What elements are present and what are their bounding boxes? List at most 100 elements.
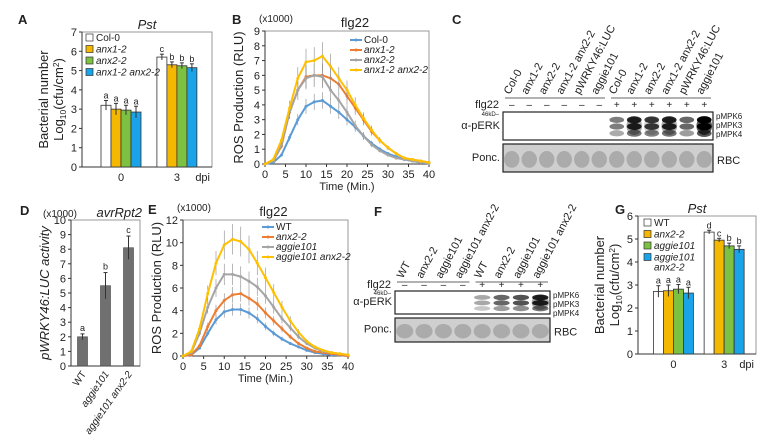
x-tick-label: 0 [262, 169, 268, 181]
data-point [346, 353, 350, 357]
panel-letter-F: F [374, 204, 382, 219]
data-point [305, 339, 309, 343]
x-tick-label: 5 [201, 361, 207, 373]
data-point [361, 134, 365, 138]
y-tick-label: 6 [627, 211, 633, 223]
band-pMPK4 [661, 129, 677, 137]
significance-letter: a [123, 95, 128, 105]
legend-label: WT [276, 222, 292, 233]
treatment-sign: + [649, 100, 655, 111]
y-tick-label: 3 [60, 317, 66, 329]
data-point [264, 294, 267, 298]
loading-label: Ponc. [472, 152, 500, 164]
data-point [264, 325, 267, 329]
data-point [402, 156, 406, 160]
data-point [239, 308, 243, 312]
legend-item: anx1-2 [350, 45, 395, 56]
band-saturated [661, 117, 678, 135]
ponceau-band [415, 324, 433, 339]
data-point [214, 309, 218, 313]
y-tick-label: 5 [627, 234, 633, 246]
chart-title: Pst [688, 201, 708, 216]
data-point [378, 138, 382, 142]
y-axis-label: Bacterial number [592, 235, 607, 334]
band-pMPK4 [512, 305, 530, 312]
band-pMPK3 [532, 300, 549, 306]
band-pMPK4 [644, 129, 660, 137]
data-point [419, 159, 423, 163]
x-tick-label: 40 [423, 169, 435, 181]
ponceau-band [473, 324, 491, 339]
x-tick-label: 25 [361, 169, 373, 181]
chart-E: 0 2 4 6 8 10 12 0 5 10 15 20 25 30 35 40 flg22 (x1000) Tim… [149, 203, 354, 385]
ponceau-band [504, 151, 520, 168]
series-aggie101 [181, 263, 350, 358]
treatment-sign: + [684, 100, 690, 111]
data-point [247, 311, 251, 315]
data-point [280, 305, 284, 309]
legend-swatch [643, 218, 652, 227]
band-label: pMPK6 [553, 291, 580, 300]
data-point [279, 138, 283, 142]
legend-label: anx2-2 [654, 263, 685, 274]
bar [100, 104, 112, 168]
lane-label: WT [395, 259, 414, 280]
ponceau-band [574, 151, 590, 168]
legend-item: WT [262, 222, 292, 233]
chart-title: flg22 [259, 204, 287, 219]
data-point [288, 106, 292, 110]
legend-item: Col-0 [85, 33, 120, 44]
data-point [264, 311, 267, 315]
legend-item: anx1-2 anx2-2 [85, 68, 160, 79]
y-tick-label: 2 [71, 123, 77, 135]
loading-band-label: RBC [554, 326, 577, 338]
y-tick-label: 7 [71, 27, 77, 39]
treatment-sign: – [509, 100, 515, 111]
bar [723, 245, 735, 355]
y-tick-label: 6 [60, 273, 66, 285]
data-point [272, 291, 276, 295]
significance-letter: a [666, 275, 671, 285]
y-tick-label: 0 [627, 349, 633, 361]
band-pMPK6 [512, 294, 530, 301]
legend-swatch [85, 56, 94, 65]
data-point [394, 156, 398, 160]
data-point [312, 100, 316, 104]
ponceau-band [679, 151, 695, 168]
x-axis-label: Time (Min.) [319, 181, 374, 193]
band-pMPK3 [679, 123, 695, 130]
data-point [313, 345, 317, 349]
size-marker: 46kD– [374, 291, 392, 297]
loading-band-label: RBC [717, 155, 740, 167]
y-tick-label: 9 [60, 230, 66, 242]
x-tick-label: 20 [259, 361, 271, 373]
x-tick-label: 0 [180, 361, 186, 373]
treatment-sign: + [537, 280, 543, 291]
label-part: ) [607, 244, 622, 248]
data-point [272, 319, 276, 323]
data-point [305, 346, 309, 350]
data-point [296, 76, 300, 80]
band-saturated [696, 117, 713, 135]
significance-letter: a [80, 323, 85, 333]
band-pMPK6 [532, 294, 549, 301]
band-pMPK4 [493, 305, 510, 312]
label-part: ) [51, 58, 66, 62]
legend-label: anx1-2 anx2-2 [364, 65, 428, 76]
chart-title: Pst [138, 17, 158, 32]
bar [176, 65, 188, 168]
bar [166, 64, 178, 168]
y-tick-label: 4 [60, 303, 66, 315]
band-pMPK6 [661, 116, 677, 124]
x-tick-label: WT [71, 369, 89, 388]
legend-item: anx1-2 [85, 45, 127, 56]
blot-pERK [502, 111, 714, 141]
bar [77, 336, 88, 367]
data-point [222, 243, 226, 247]
band-pMPK6 [679, 116, 695, 124]
ponceau-band [539, 151, 555, 168]
bar [130, 111, 142, 168]
band-saturated [643, 117, 660, 135]
